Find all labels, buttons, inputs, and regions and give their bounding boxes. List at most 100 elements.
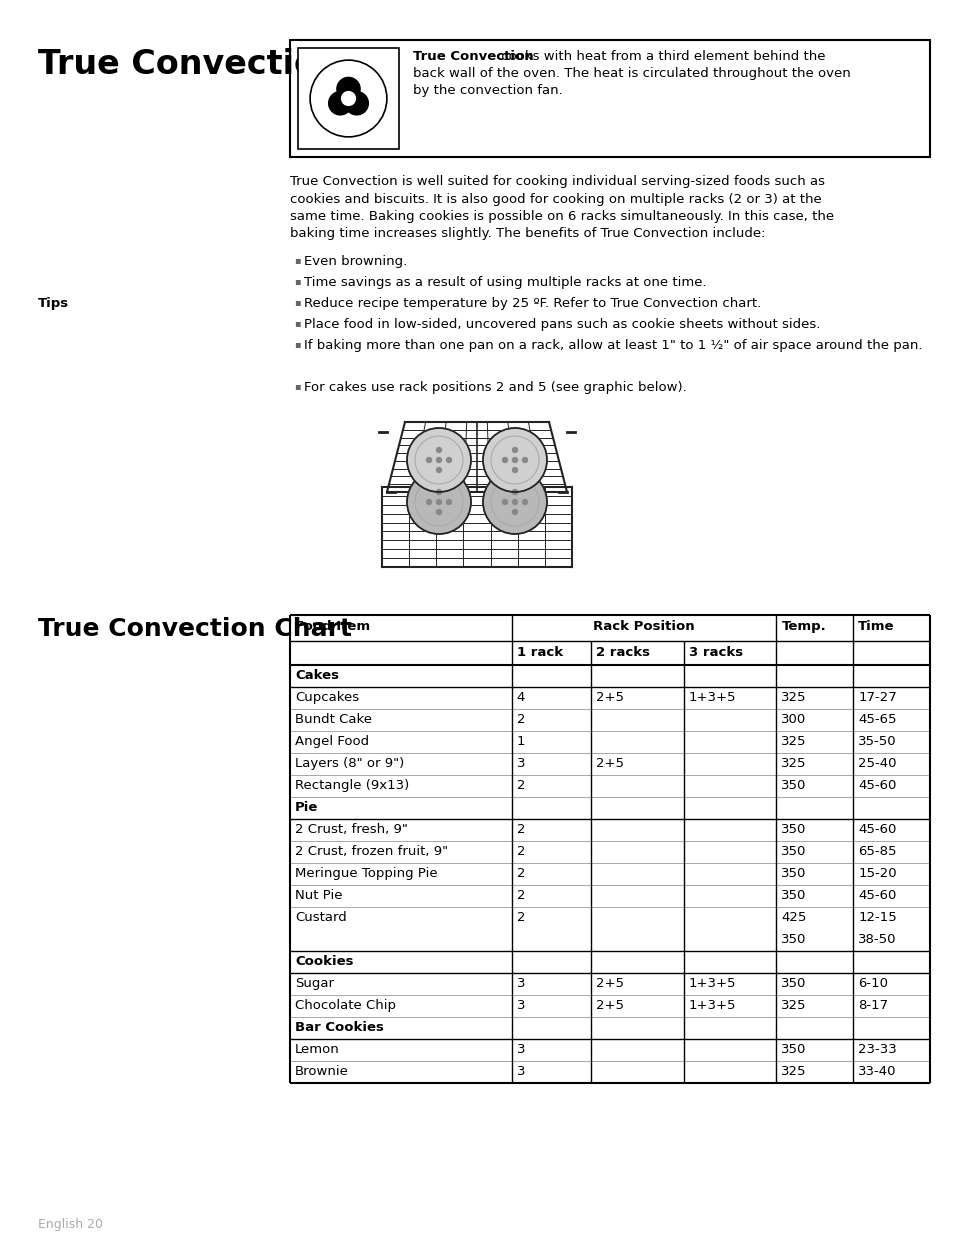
Text: 17-27: 17-27 bbox=[858, 692, 896, 704]
Text: 3 racks: 3 racks bbox=[688, 646, 742, 659]
Text: 3: 3 bbox=[517, 1065, 525, 1078]
Text: ▪: ▪ bbox=[294, 317, 300, 329]
Text: Cookies: Cookies bbox=[294, 955, 354, 968]
Text: 65-85: 65-85 bbox=[858, 845, 896, 858]
Text: 45-65: 45-65 bbox=[858, 713, 896, 726]
Text: English 20: English 20 bbox=[38, 1218, 103, 1231]
Text: Chocolate Chip: Chocolate Chip bbox=[294, 999, 395, 1011]
Text: 3: 3 bbox=[517, 757, 525, 769]
Circle shape bbox=[436, 510, 441, 515]
Circle shape bbox=[345, 91, 368, 115]
Text: Time: Time bbox=[858, 620, 894, 634]
Text: 2+5: 2+5 bbox=[596, 977, 623, 990]
Circle shape bbox=[341, 91, 355, 105]
Text: Cakes: Cakes bbox=[294, 669, 338, 682]
Text: Lemon: Lemon bbox=[294, 1044, 339, 1056]
Circle shape bbox=[436, 457, 441, 462]
Bar bbox=[297, 48, 398, 149]
Text: Angel Food: Angel Food bbox=[294, 735, 369, 748]
Text: 45-60: 45-60 bbox=[858, 889, 896, 902]
Text: Sugar: Sugar bbox=[294, 977, 334, 990]
Text: 23-33: 23-33 bbox=[858, 1044, 896, 1056]
Circle shape bbox=[426, 499, 431, 505]
Text: Meringue Topping Pie: Meringue Topping Pie bbox=[294, 867, 437, 881]
Text: Rectangle (9x13): Rectangle (9x13) bbox=[294, 779, 409, 792]
Text: 45-60: 45-60 bbox=[858, 779, 896, 792]
Text: by the convection fan.: by the convection fan. bbox=[413, 84, 562, 98]
Text: ▪: ▪ bbox=[294, 254, 300, 266]
Text: baking time increases slightly. The benefits of True Convection include:: baking time increases slightly. The bene… bbox=[290, 227, 764, 241]
Text: Pie: Pie bbox=[294, 802, 318, 814]
Text: True Convection is well suited for cooking individual serving-sized foods such a: True Convection is well suited for cooki… bbox=[290, 175, 824, 188]
Text: ▪: ▪ bbox=[294, 275, 300, 287]
Text: True Convection: True Convection bbox=[38, 48, 340, 82]
Circle shape bbox=[502, 457, 507, 462]
Text: True Convection: True Convection bbox=[413, 49, 533, 63]
Text: Rack Position: Rack Position bbox=[593, 620, 694, 634]
Text: True Convection Chart: True Convection Chart bbox=[38, 618, 352, 641]
Text: cooks with heat from a third element behind the: cooks with heat from a third element beh… bbox=[497, 49, 824, 63]
Text: 2 Crust, frozen fruit, 9": 2 Crust, frozen fruit, 9" bbox=[294, 845, 448, 858]
Text: ▪: ▪ bbox=[294, 296, 300, 308]
Text: Bundt Cake: Bundt Cake bbox=[294, 713, 372, 726]
Text: 35-50: 35-50 bbox=[858, 735, 896, 748]
Text: 2 racks: 2 racks bbox=[596, 646, 649, 659]
Text: 325: 325 bbox=[781, 999, 806, 1011]
Text: 1+3+5: 1+3+5 bbox=[688, 999, 736, 1011]
Circle shape bbox=[512, 447, 517, 452]
Text: 3: 3 bbox=[517, 999, 525, 1011]
Text: 325: 325 bbox=[781, 735, 806, 748]
Text: 2+5: 2+5 bbox=[596, 757, 623, 769]
Text: Layers (8" or 9"): Layers (8" or 9") bbox=[294, 757, 404, 769]
Text: 3: 3 bbox=[517, 1044, 525, 1056]
Text: 2: 2 bbox=[517, 779, 525, 792]
Text: 2+5: 2+5 bbox=[596, 999, 623, 1011]
Circle shape bbox=[436, 468, 441, 473]
Text: 325: 325 bbox=[781, 692, 806, 704]
Circle shape bbox=[436, 489, 441, 494]
Circle shape bbox=[426, 457, 431, 462]
Text: cookies and biscuits. It is also good for cooking on multiple racks (2 or 3) at : cookies and biscuits. It is also good fo… bbox=[290, 193, 821, 205]
Text: 4: 4 bbox=[517, 692, 525, 704]
Text: Even browning.: Even browning. bbox=[304, 254, 407, 268]
Text: 12-15: 12-15 bbox=[858, 911, 896, 924]
Text: 1+3+5: 1+3+5 bbox=[688, 977, 736, 990]
Circle shape bbox=[407, 429, 471, 492]
Text: 25-40: 25-40 bbox=[858, 757, 896, 769]
Text: Food Item: Food Item bbox=[294, 620, 370, 634]
Circle shape bbox=[502, 499, 507, 505]
Text: Temp.: Temp. bbox=[781, 620, 825, 634]
Circle shape bbox=[522, 457, 527, 462]
Text: same time. Baking cookies is possible on 6 racks simultaneously. In this case, t: same time. Baking cookies is possible on… bbox=[290, 210, 833, 224]
Text: For cakes use rack positions 2 and 5 (see graphic below).: For cakes use rack positions 2 and 5 (se… bbox=[304, 382, 686, 394]
Text: 350: 350 bbox=[781, 932, 806, 946]
Text: 6-10: 6-10 bbox=[858, 977, 887, 990]
Text: 350: 350 bbox=[781, 1044, 806, 1056]
Text: Tips: Tips bbox=[38, 296, 69, 310]
Text: 350: 350 bbox=[781, 867, 806, 881]
Text: 2: 2 bbox=[517, 713, 525, 726]
Circle shape bbox=[336, 78, 359, 100]
Text: Place food in low-sided, uncovered pans such as cookie sheets without sides.: Place food in low-sided, uncovered pans … bbox=[304, 317, 820, 331]
Text: 15-20: 15-20 bbox=[858, 867, 896, 881]
Text: Custard: Custard bbox=[294, 911, 346, 924]
Text: 2 Crust, fresh, 9": 2 Crust, fresh, 9" bbox=[294, 823, 408, 836]
Text: 1: 1 bbox=[517, 735, 525, 748]
Text: 350: 350 bbox=[781, 889, 806, 902]
Text: 8-17: 8-17 bbox=[858, 999, 887, 1011]
Text: 325: 325 bbox=[781, 1065, 806, 1078]
Text: 33-40: 33-40 bbox=[858, 1065, 896, 1078]
Text: 1+3+5: 1+3+5 bbox=[688, 692, 736, 704]
Circle shape bbox=[482, 471, 546, 534]
Text: 350: 350 bbox=[781, 779, 806, 792]
Text: 3: 3 bbox=[517, 977, 525, 990]
Text: 1 rack: 1 rack bbox=[517, 646, 562, 659]
Text: 2: 2 bbox=[517, 911, 525, 924]
Text: 425: 425 bbox=[781, 911, 806, 924]
Text: 350: 350 bbox=[781, 823, 806, 836]
Text: 350: 350 bbox=[781, 845, 806, 858]
Bar bbox=[290, 40, 929, 157]
Text: Nut Pie: Nut Pie bbox=[294, 889, 342, 902]
Circle shape bbox=[512, 489, 517, 494]
Circle shape bbox=[329, 91, 352, 115]
